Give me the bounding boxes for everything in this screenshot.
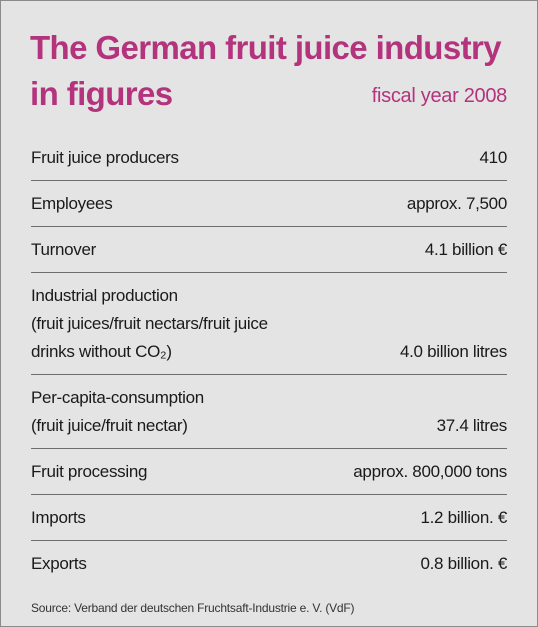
row-value: 0.8 billion. € — [420, 554, 507, 573]
row-value: 4.1 billion € — [424, 240, 507, 259]
table-row: Imports 1.2 billion. € — [31, 495, 507, 541]
row-value: approx. 7,500 — [406, 194, 507, 213]
label-line: Fruit juice producers — [31, 148, 179, 167]
table: Fruit juice producers 410 Employees approx.… — [31, 135, 507, 586]
title-line: The German fruit juice industry — [30, 29, 502, 66]
row-label: Fruit processing — [31, 458, 147, 486]
title-line: in figures — [30, 75, 173, 112]
table-row: Exports 0.8 billion. € — [31, 541, 507, 586]
label-line: (fruit juices/fruit nectars/fruit juice — [31, 314, 268, 333]
label-line: (fruit juice/fruit nectar) — [31, 416, 188, 435]
row-value: 4.0 billion litres — [399, 342, 507, 361]
row-value: approx. 800,000 tons — [353, 462, 507, 481]
table-row: Fruit processing approx. 800,000 tons — [31, 449, 507, 495]
table-row: Per-capita-consumption (fruit juice/fruit… — [31, 375, 507, 449]
row-value: 1.2 billion. € — [420, 508, 507, 527]
label-line: drinks without CO₂) — [31, 342, 172, 361]
label-line: Exports — [31, 554, 87, 573]
row-label: Turnover — [31, 236, 96, 264]
row-label: Fruit juice producers — [31, 144, 179, 172]
table-row: Industrial production (fruit juices/fruit… — [31, 273, 507, 375]
label-line: Imports — [31, 508, 86, 527]
label-line: Per-capita-consumption — [31, 388, 204, 407]
subtitle: fiscal year 2008 — [371, 85, 508, 107]
row-value: 37.4 litres — [436, 416, 508, 435]
row-label: Industrial production (fruit juices/fruit… — [31, 282, 268, 366]
label-line: Turnover — [31, 240, 96, 259]
source-note: Source: Verband der deutschen Fruchtsaft… — [31, 601, 355, 615]
row-label: Imports — [31, 504, 86, 532]
label-line: Fruit processing — [31, 462, 148, 481]
label-line: Industrial production — [31, 286, 178, 305]
title: The German fruit juice industry in figure… — [30, 25, 502, 117]
table-row: Employees approx. 7,500 — [31, 181, 507, 227]
row-label: Exports — [31, 550, 87, 578]
label-line: Employees — [31, 194, 113, 213]
row-label: Per-capita-consumption (fruit juice/fruit… — [31, 384, 204, 440]
row-value: 410 — [479, 148, 508, 167]
table-row: Fruit juice producers 410 — [31, 135, 507, 181]
table-row: Turnover 4.1 billion € — [31, 227, 507, 273]
row-label: Employees — [31, 190, 113, 218]
